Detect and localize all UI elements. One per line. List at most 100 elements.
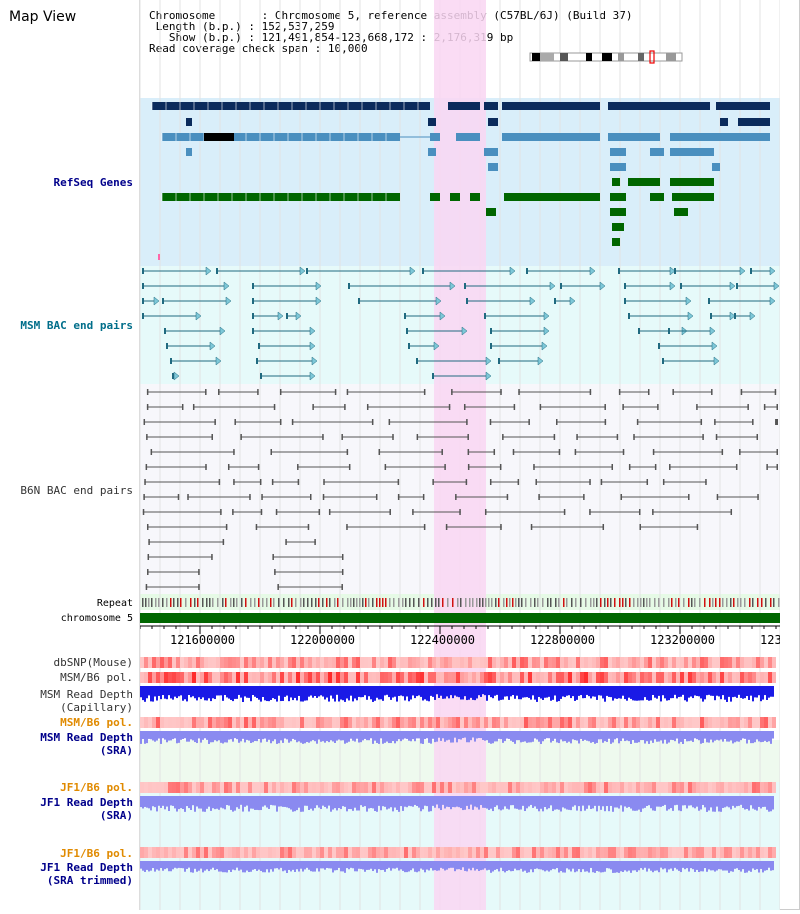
- repeat-element: [322, 598, 324, 607]
- repeat-track-label[interactable]: Repeat: [96, 598, 133, 609]
- gene-feature[interactable]: [502, 102, 600, 110]
- jf1-depth-sra-bar: [146, 796, 148, 808]
- refseq-genes[interactable]: [151, 102, 770, 260]
- msm-depth-cap-bar: [646, 686, 648, 700]
- jf1-depth-sra-bar: [606, 796, 608, 807]
- gene-feature[interactable]: [610, 193, 626, 201]
- msm-depth-sra-bar: [498, 731, 500, 739]
- dbsnp-cell: [532, 657, 536, 668]
- gene-feature[interactable]: [456, 133, 480, 141]
- gene-feature[interactable]: [670, 148, 714, 156]
- msm-pol-cell: [324, 672, 328, 683]
- chromosome-bar[interactable]: [140, 613, 780, 623]
- msm-pol-cell: [292, 672, 296, 683]
- refseq-genes-track-label[interactable]: RefSeq Genes: [53, 176, 133, 189]
- gene-feature[interactable]: [628, 178, 660, 186]
- gene-feature[interactable]: [610, 208, 626, 216]
- jf1-depth-sra-bar: [268, 796, 270, 809]
- msm-bac-track-label[interactable]: MSM BAC end pairs: [20, 319, 133, 332]
- jf1-depth-sra-bar: [404, 796, 406, 807]
- repeat-track[interactable]: [142, 598, 780, 607]
- gene-feature[interactable]: [484, 102, 498, 110]
- gene-feature[interactable]: [612, 223, 624, 231]
- span-value: 10,000: [327, 42, 368, 55]
- jf1-depth-trim-bar: [364, 861, 366, 872]
- jf1-depth-trim-bar: [188, 861, 190, 868]
- gene-feature[interactable]: [428, 148, 436, 156]
- chromosome-ideogram[interactable]: [529, 50, 683, 64]
- gene-feature[interactable]: [484, 148, 498, 156]
- gene-feature[interactable]: [716, 102, 770, 110]
- gene-feature[interactable]: [486, 208, 496, 216]
- gene-feature[interactable]: [672, 193, 714, 201]
- gene-feature[interactable]: [162, 133, 400, 141]
- msm-pol-cell: [712, 672, 716, 683]
- jf1-depth-sra-bar: [466, 796, 468, 806]
- jf1-pol-cell: [628, 782, 632, 793]
- gene-feature[interactable]: [610, 148, 626, 156]
- gene-feature[interactable]: [186, 148, 192, 156]
- jf1-pol-cell: [332, 782, 336, 793]
- msm-depth-sra-bar: [196, 731, 198, 744]
- gene-feature[interactable]: [470, 193, 480, 201]
- jf1-depth-trimmed-track-label[interactable]: JF1 Read Depth (SRA trimmed): [40, 861, 133, 887]
- jf1-pol-cell: [704, 782, 708, 793]
- gene-feature[interactable]: [650, 148, 664, 156]
- genome-browser-panel[interactable]: 121600000 122000000 122400000 122800000 1232…: [139, 0, 800, 910]
- msm-depth-sra-bar: [200, 731, 202, 743]
- gene-feature[interactable]: [650, 193, 664, 201]
- jf1-pol-2-track-label[interactable]: JF1/B6 pol.: [60, 847, 133, 860]
- jf1-depth-trim-bar: [304, 861, 306, 870]
- jf1-pol-2-cell: [640, 847, 644, 858]
- msm-depth-capillary-track-label[interactable]: MSM Read Depth (Capillary): [40, 688, 133, 714]
- gene-feature[interactable]: [712, 163, 720, 171]
- msm-depth-sra-bar: [342, 731, 344, 741]
- gene-feature[interactable]: [204, 133, 234, 141]
- msm-pol-track-label[interactable]: MSM/B6 pol.: [60, 671, 133, 684]
- gene-feature[interactable]: [612, 178, 620, 186]
- jf1-depth-sra-bar: [700, 796, 702, 810]
- gene-feature[interactable]: [450, 193, 460, 201]
- gene-feature[interactable]: [430, 193, 440, 201]
- gene-feature[interactable]: [720, 118, 728, 126]
- dbsnp-track-label[interactable]: dbSNP(Mouse): [53, 656, 133, 669]
- depth-tracks[interactable]: [140, 686, 774, 873]
- gene-feature[interactable]: [608, 133, 660, 141]
- jf1-depth-sra-track-label[interactable]: JF1 Read Depth (SRA): [40, 796, 133, 822]
- gene-feature[interactable]: [608, 102, 710, 110]
- msm-bac-pairs[interactable]: [142, 266, 780, 381]
- b6n-bac-track-label[interactable]: B6N BAC end pairs: [20, 484, 133, 497]
- jf1-pol-2-cell: [148, 847, 152, 858]
- msm-pol-2-track-label[interactable]: MSM/B6 pol.: [60, 716, 133, 729]
- chromosome-track-label[interactable]: chromosome 5: [60, 613, 133, 624]
- gene-feature[interactable]: [430, 133, 440, 141]
- jf1-pol-cell: [384, 782, 388, 793]
- gene-feature[interactable]: [152, 102, 430, 110]
- gene-feature[interactable]: [670, 178, 714, 186]
- gene-feature[interactable]: [488, 118, 498, 126]
- gene-feature[interactable]: [428, 118, 436, 126]
- heatmap-tracks[interactable]: [140, 657, 776, 858]
- msm-depth-cap-bar: [598, 686, 600, 696]
- gene-feature[interactable]: [670, 133, 770, 141]
- msm-depth-sra-track-label[interactable]: MSM Read Depth (SRA): [40, 731, 133, 757]
- gene-feature[interactable]: [448, 102, 480, 110]
- msm-pol-2-cell: [620, 717, 624, 728]
- gene-feature[interactable]: [674, 208, 688, 216]
- jf1-depth-sra-bar: [536, 796, 538, 809]
- gene-feature[interactable]: [738, 118, 770, 126]
- b6n-bac-pairs[interactable]: [142, 389, 778, 590]
- repeat-element: [722, 598, 724, 607]
- jf1-depth-sra-bar: [184, 796, 186, 812]
- gene-feature[interactable]: [186, 118, 192, 126]
- gene-feature[interactable]: [488, 163, 498, 171]
- jf1-pol-track-label[interactable]: JF1/B6 pol.: [60, 781, 133, 794]
- genome-tracks-svg[interactable]: 121600000 122000000 122400000 122800000 1232…: [139, 0, 800, 910]
- gene-feature[interactable]: [502, 133, 600, 141]
- gene-feature[interactable]: [162, 193, 400, 201]
- msm-depth-cap-bar: [614, 686, 616, 699]
- gene-feature[interactable]: [504, 193, 600, 201]
- gene-feature[interactable]: [610, 163, 626, 171]
- gene-feature[interactable]: [612, 238, 620, 246]
- jf1-depth-trim-bar: [522, 861, 524, 872]
